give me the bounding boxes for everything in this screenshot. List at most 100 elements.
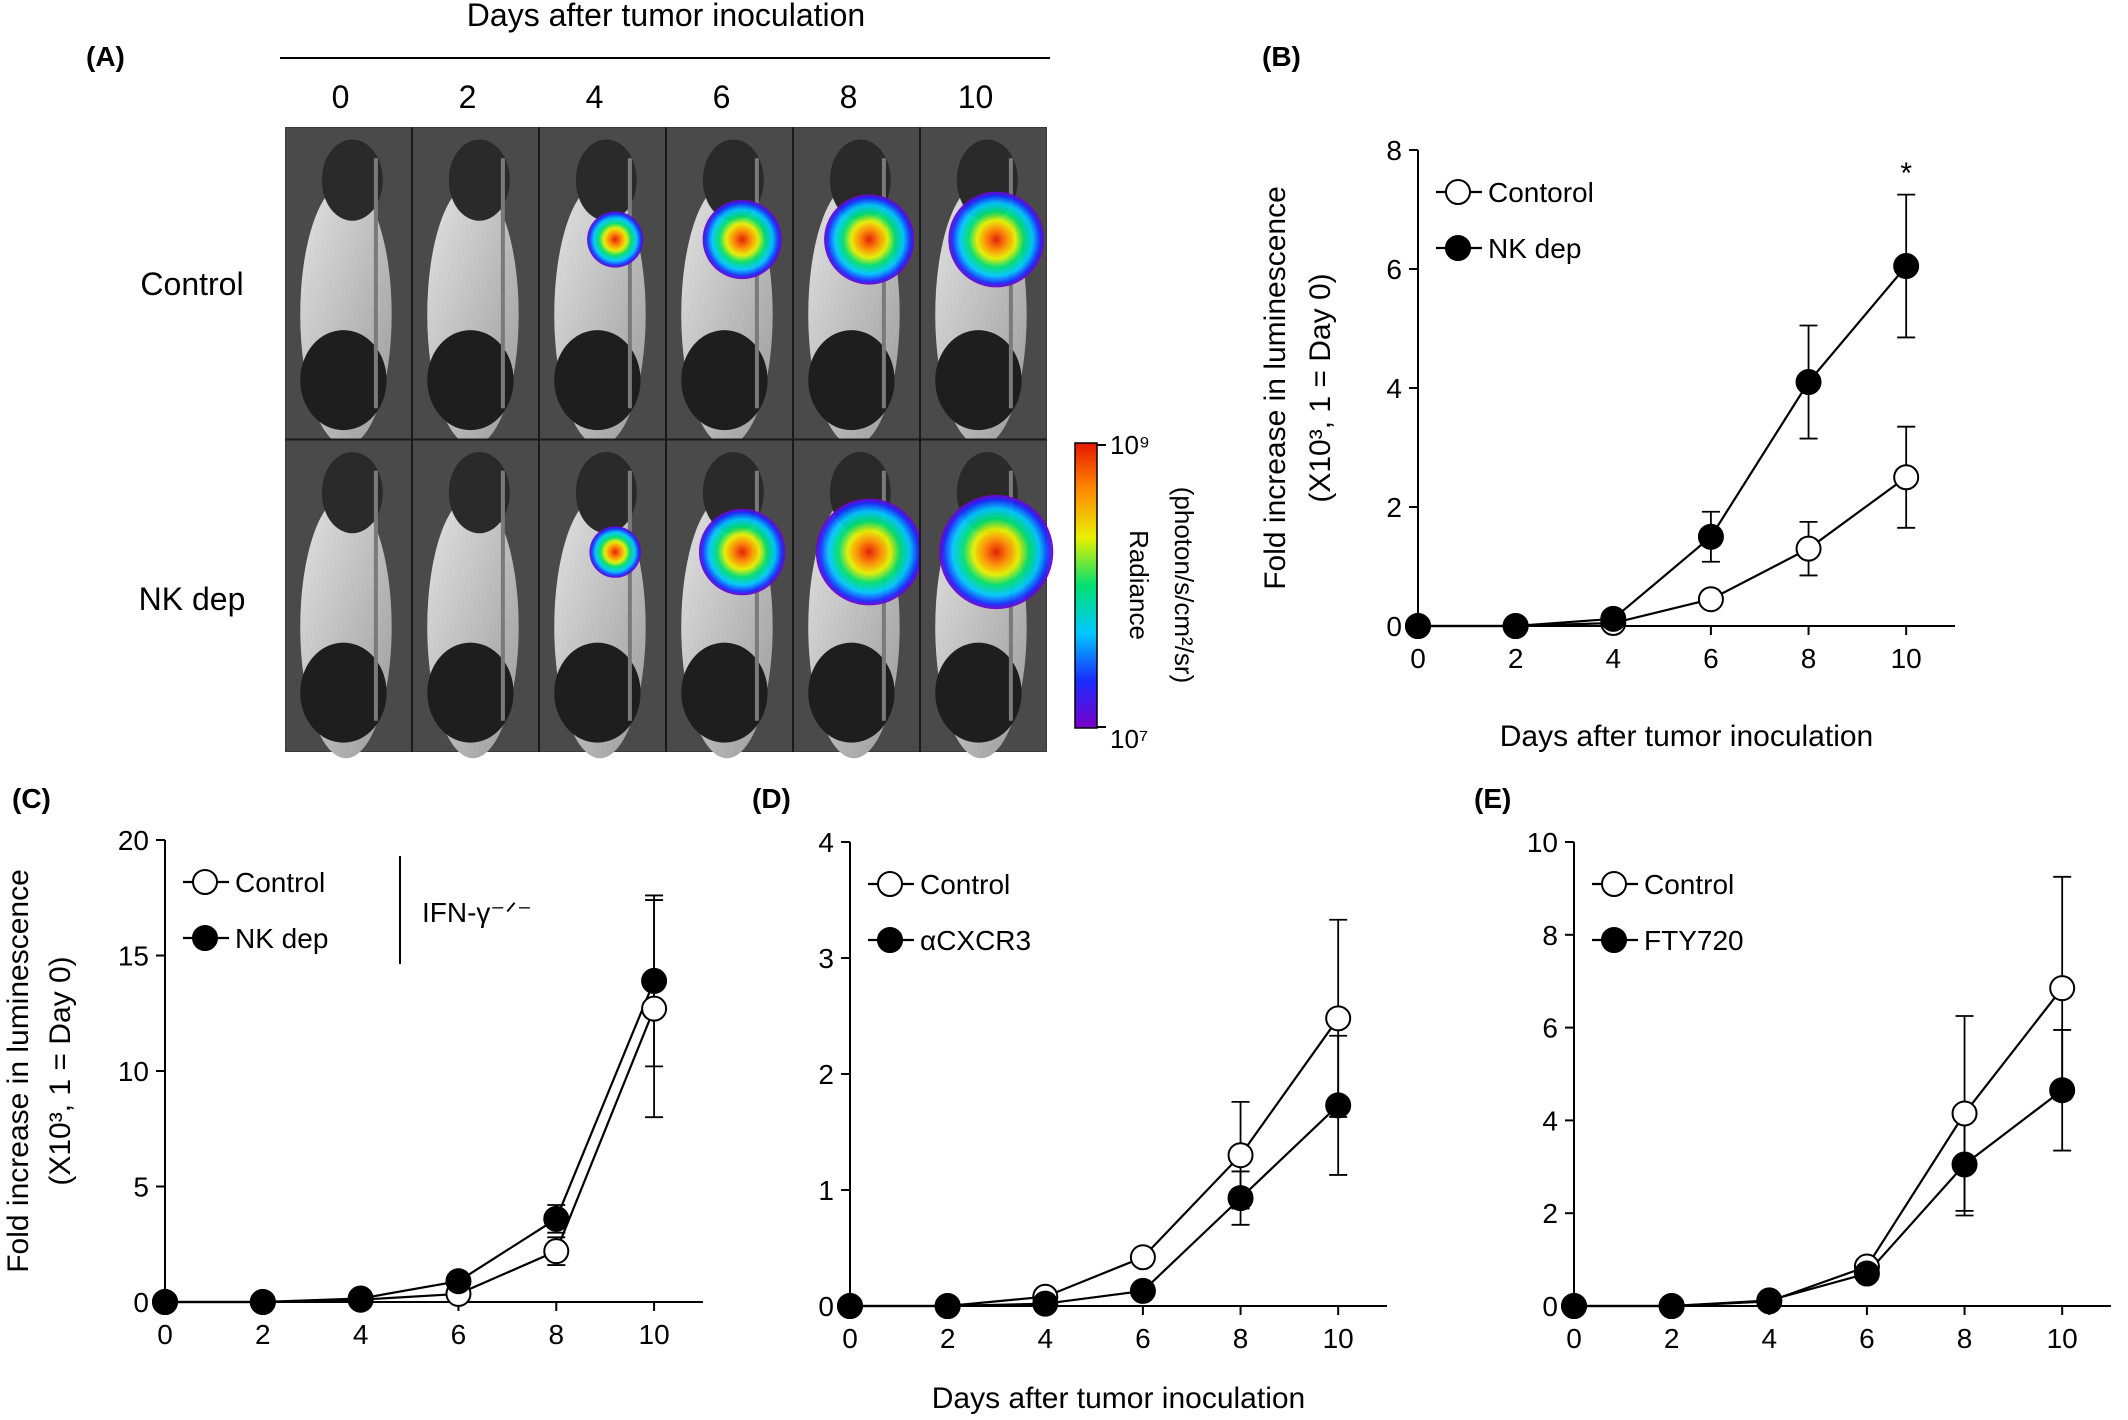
colorbar-units: (photon/s/cm²/sr)	[1169, 487, 1199, 684]
significance-annotation: *	[1900, 157, 1912, 190]
data-point	[1032, 1290, 1059, 1317]
series-filled-circle	[1418, 193, 1916, 628]
holder-bar	[373, 470, 378, 721]
y-tick-label: 1	[818, 1175, 834, 1206]
series-open-circle	[1418, 425, 1916, 628]
x-tick-label: 8	[1801, 643, 1817, 674]
mouse-lower-fur	[808, 330, 895, 431]
x-tick-label: 4	[1037, 1323, 1053, 1354]
mouse-lower-fur	[554, 642, 641, 743]
mouse-lower-fur	[681, 330, 768, 431]
x-tick-label: 10	[2047, 1323, 2078, 1354]
colorbar-min-label: 10⁷	[1110, 724, 1148, 754]
mouse-image-0-5	[921, 128, 1046, 446]
panel-a-label: (A)	[86, 41, 125, 72]
holder-bar	[881, 158, 886, 409]
row-label-1: NK dep	[139, 581, 246, 617]
y-axis-title-line-0: Fold increase in luminescence	[2, 869, 35, 1273]
data-point	[1658, 1293, 1685, 1319]
mouse-lower-fur	[427, 330, 514, 431]
data-point	[641, 967, 668, 994]
data-point	[1795, 535, 1822, 562]
panel-a-colorbar: 10⁹ 10⁷ Radiance (photon/s/cm²/sr)	[1074, 430, 1199, 754]
legend-label: Contorol	[1488, 177, 1594, 208]
y-tick-label: 5	[133, 1172, 149, 1203]
legend: Control NK dep IFN-γ⁻ᐟ⁻	[183, 856, 532, 964]
data-point	[1795, 369, 1822, 396]
legend-marker	[192, 925, 218, 951]
y-tick-label: 10	[118, 1056, 149, 1087]
mouse-head	[321, 139, 383, 221]
legend-label: Control	[235, 867, 325, 898]
data-point	[2049, 975, 2076, 1002]
x-tick-label: 6	[451, 1319, 467, 1350]
legend-label: NK dep	[235, 923, 328, 954]
day-label-6: 6	[713, 79, 731, 115]
data-point	[1697, 523, 1724, 550]
y-tick-label: 6	[1542, 1013, 1558, 1044]
legend-label: NK dep	[1488, 233, 1581, 264]
day-label-10: 10	[958, 79, 994, 115]
x-tick-label: 2	[1508, 643, 1524, 674]
series-filled-circle	[850, 1034, 1348, 1308]
luminescence-spot	[939, 494, 1054, 610]
panel-C-label: (C)	[12, 783, 51, 814]
holder-bar	[627, 158, 632, 409]
luminescence-spot	[589, 526, 641, 578]
data-point	[1951, 1151, 1978, 1178]
mouse-image-0-1	[413, 128, 538, 446]
panel-a-day-labels: 0 2 4 6 8 10	[332, 79, 994, 115]
mouse-image-1-0	[286, 440, 411, 759]
day-label-2: 2	[459, 79, 477, 115]
data-point	[1129, 1244, 1156, 1271]
x-tick-label: 8	[1233, 1323, 1249, 1354]
mouse-lower-fur	[681, 642, 768, 743]
legend-marker	[1601, 871, 1627, 897]
legend: Control αCXCR3	[868, 869, 1031, 956]
x-tick-label: 10	[1891, 643, 1922, 674]
data-point	[1600, 605, 1627, 632]
data-point	[934, 1293, 961, 1319]
x-tick-label: 2	[940, 1323, 956, 1354]
data-point	[1325, 1092, 1352, 1119]
x-tick-label: 4	[1605, 643, 1621, 674]
y-tick-label: 2	[1386, 492, 1402, 523]
panel-a-title: Days after tumor inoculation	[467, 0, 865, 33]
data-point	[1756, 1287, 1783, 1314]
luminescence-spot	[587, 211, 644, 268]
colorbar-gradient	[1074, 442, 1098, 729]
data-point	[1227, 1142, 1254, 1169]
markers-open-circle	[837, 1005, 1352, 1319]
y-tick-label: 4	[1386, 373, 1402, 404]
panel-a-imaging: (A) Days after tumor inoculation 0 2 4 6 8 10…	[86, 0, 1199, 759]
legend-marker	[877, 871, 903, 897]
panel-B-label: (B)	[1262, 41, 1301, 72]
y-tick-label: 4	[1542, 1105, 1558, 1136]
colorbar-title: Radiance	[1124, 530, 1154, 640]
series-line	[165, 1008, 656, 1304]
data-point	[837, 1293, 863, 1319]
holder-bar	[627, 470, 632, 721]
luminescence-spot	[948, 191, 1045, 288]
markers-filled-circle	[837, 1092, 1352, 1319]
mouse-lower-fur	[935, 330, 1022, 431]
holder-bar	[754, 158, 759, 409]
y-axis-title-line-1: (X10³, 1 = Day 0)	[44, 956, 77, 1185]
legend-marker	[1445, 235, 1471, 261]
markers-open-circle	[1561, 975, 2076, 1319]
legend-label: FTY720	[1644, 925, 1744, 956]
x-tick-label: 6	[1135, 1323, 1151, 1354]
data-point	[1129, 1277, 1156, 1304]
mouse-image-1-1	[413, 440, 538, 759]
x-tick-label: 4	[353, 1319, 369, 1350]
mouse-image-1-5	[921, 440, 1054, 759]
data-point	[152, 1289, 178, 1315]
data-point	[347, 1285, 374, 1312]
holder-bar	[500, 470, 505, 721]
y-tick-label: 10	[1527, 827, 1558, 858]
y-tick-label: 0	[1542, 1291, 1558, 1322]
mouse-head	[448, 452, 510, 534]
y-tick-label: 3	[818, 943, 834, 974]
x-tick-label: 0	[1410, 643, 1426, 674]
